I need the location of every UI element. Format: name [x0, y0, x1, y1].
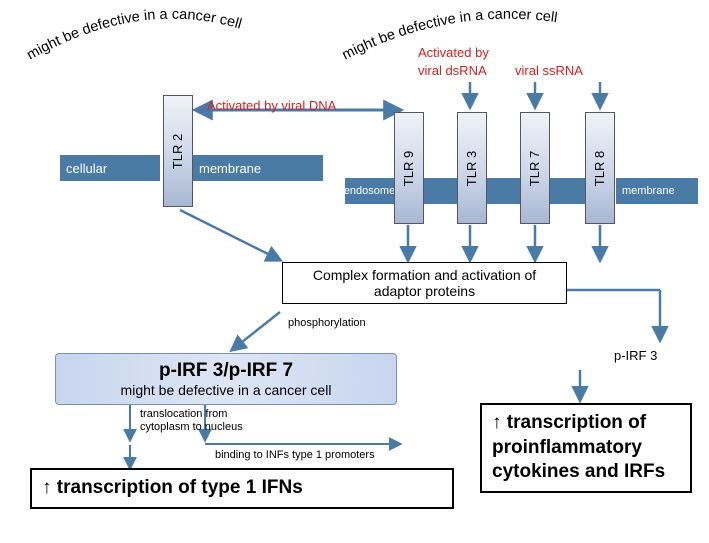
- adaptor-line1: Complex formation and activation of: [291, 267, 558, 283]
- endosome-membrane-left: endosome: [345, 178, 394, 204]
- tlr-3-label: TLR 3: [465, 150, 480, 185]
- tlr-7-box: TLR 7: [520, 112, 550, 224]
- label-pirf3-right: p-IRF 3: [614, 348, 657, 363]
- outcome-proinflammatory: ↑ transcription of proinflammatory cytok…: [480, 403, 692, 493]
- adaptor-line2: adaptor proteins: [291, 283, 558, 299]
- outcome2-l3: cytokines and IRFs: [492, 460, 680, 485]
- arrow-tlr2-adaptor: [180, 210, 280, 260]
- cellular-membrane-right: membrane: [193, 155, 323, 181]
- label-activated-viral-dna: Activated by viral DNA: [207, 98, 336, 113]
- cellular-membrane-left: cellular: [60, 155, 160, 181]
- curved-label-left: might be defective in a cancer cell: [24, 7, 243, 64]
- arrow-adaptor-irf: [232, 312, 280, 350]
- label-translocation-2: cytoplasm to nucleus: [140, 421, 243, 433]
- tlr-2-box: TLR 2: [163, 95, 193, 207]
- tlr-2-label: TLR 2: [171, 133, 186, 168]
- endosome-bar-gap1: [424, 178, 457, 204]
- tlr-8-label: TLR 8: [593, 150, 608, 185]
- tlr-3-box: TLR 3: [457, 112, 487, 224]
- endosome-bar-gap3: [550, 178, 585, 204]
- label-binding: binding to INFs type 1 promoters: [215, 449, 375, 461]
- irf-sub: might be defective in a cancer cell: [66, 382, 386, 398]
- label-phosphorylation: phosphorylation: [288, 317, 366, 329]
- endosome-bar-gap2: [487, 178, 520, 204]
- endosome-membrane-right: membrane: [616, 178, 698, 204]
- irf-box: p-IRF 3/p-IRF 7 might be defective in a …: [55, 353, 397, 405]
- tlr-9-box: TLR 9: [394, 112, 424, 224]
- tlr-7-label: TLR 7: [528, 150, 543, 185]
- label-viral-dsrna: viral dsRNA: [418, 63, 487, 78]
- outcome2-l1: ↑ transcription of: [492, 411, 680, 436]
- outcome2-l2: proinflammatory: [492, 436, 680, 461]
- label-viral-ssrna: viral ssRNA: [515, 63, 583, 78]
- adaptor-box: Complex formation and activation of adap…: [282, 262, 567, 304]
- irf-title: p-IRF 3/p-IRF 7: [66, 360, 386, 382]
- label-activated-by: Activated by: [418, 45, 489, 60]
- outcome-type1-ifns: ↑ transcription of type 1 IFNs: [30, 468, 454, 509]
- label-translocation-1: translocation from: [140, 408, 227, 420]
- tlr-8-box: TLR 8: [585, 112, 615, 224]
- tlr-9-label: TLR 9: [402, 150, 417, 185]
